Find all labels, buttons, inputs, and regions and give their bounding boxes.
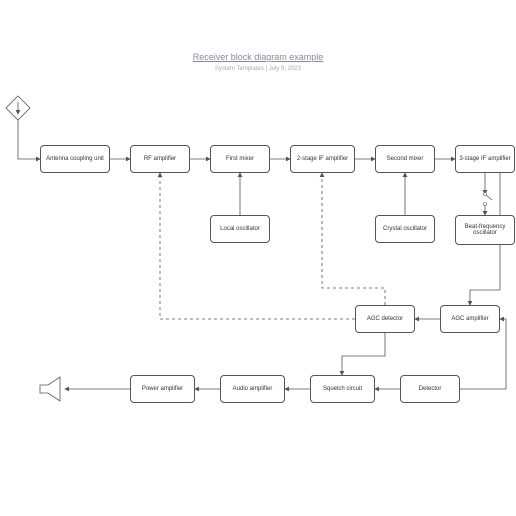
node-agcdet: AGC detector bbox=[355, 305, 415, 333]
diagram-subtitle: System Templates | July 9, 2023 bbox=[0, 66, 516, 72]
edges-layer bbox=[0, 0, 516, 516]
node-poweramp: Power amplifier bbox=[130, 375, 195, 403]
node-rfamp: RF amplifier bbox=[130, 145, 190, 173]
node-localosc: Local oscillator bbox=[210, 215, 270, 243]
diagram-title: Receiver block diagram example bbox=[0, 52, 516, 62]
node-squelch: Squelch circuit bbox=[310, 375, 375, 403]
node-mixer2: Second mixer bbox=[375, 145, 435, 173]
node-crystalosc: Crystal oscillator bbox=[375, 215, 435, 243]
node-antenna: Antenna coupling unit bbox=[40, 145, 110, 173]
node-audioamp: Audio amplifier bbox=[220, 375, 285, 403]
node-ifamp3: 3-stage IF amplifier bbox=[455, 145, 515, 173]
node-mixer1: First mixer bbox=[210, 145, 270, 173]
node-agcamp: AGC amplifier bbox=[440, 305, 500, 333]
node-bfo: Beat-frequency oscillator bbox=[455, 215, 515, 245]
node-ifamp2: 2-stage IF amplifier bbox=[290, 145, 355, 173]
node-detector: Detector bbox=[400, 375, 460, 403]
